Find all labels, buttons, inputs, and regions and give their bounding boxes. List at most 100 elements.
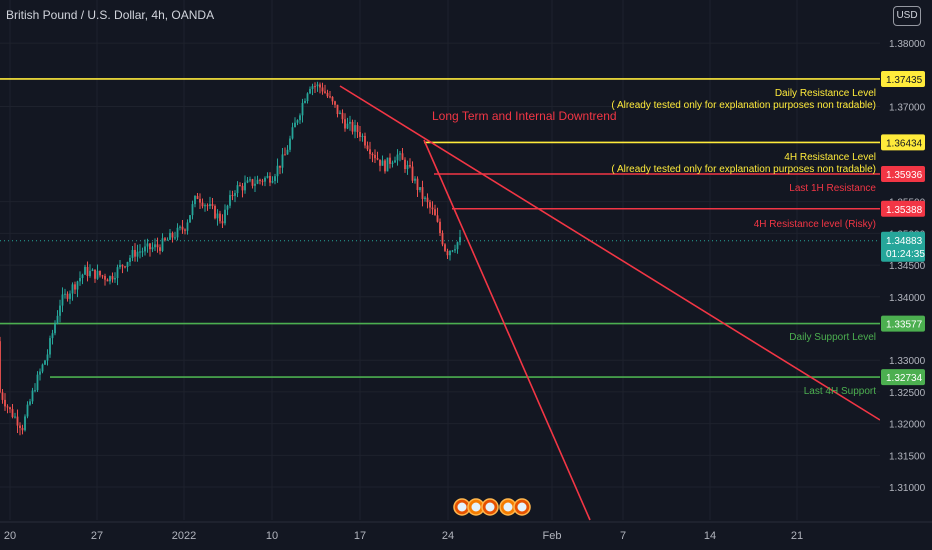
candle-series [0, 81, 461, 436]
candle-body [91, 269, 94, 271]
candle-body [384, 160, 386, 172]
candle-body [371, 154, 374, 156]
candle-body [0, 341, 1, 393]
candle-body [89, 270, 91, 277]
candle-body [381, 160, 384, 166]
candle-body [86, 266, 89, 277]
candle-body [246, 180, 249, 183]
candle-body [286, 149, 289, 155]
price-badge [881, 134, 925, 151]
candle-body [54, 323, 56, 334]
candle-body [241, 185, 244, 191]
price-badge-label: 1.37435 [886, 75, 923, 86]
candle-body [451, 250, 454, 252]
x-tick-label: 27 [91, 530, 103, 542]
candle-body [94, 269, 96, 279]
candle-body [191, 204, 194, 216]
candle-body [66, 293, 69, 299]
y-tick-label: 1.32500 [889, 388, 926, 399]
candle-body [369, 149, 371, 155]
candle-body [171, 232, 174, 238]
candle-body [131, 249, 134, 258]
candle-body [31, 390, 34, 402]
candle-body [236, 185, 239, 194]
candle-body [336, 104, 339, 115]
candle-body [439, 221, 441, 234]
candle-body [394, 160, 396, 163]
candle-body [144, 246, 146, 252]
candle-body [399, 153, 401, 155]
candle-body [146, 243, 149, 247]
candle-body [209, 204, 211, 207]
flag-icon [503, 502, 513, 512]
candle-body [416, 178, 419, 191]
candle-body [269, 175, 271, 183]
y-tick-label: 1.38000 [889, 39, 926, 50]
candle-body [304, 100, 306, 103]
candle-body [76, 281, 79, 290]
price-badge [881, 369, 925, 386]
x-tick-label: Feb [543, 530, 562, 542]
candle-body [156, 244, 159, 248]
candle-body [19, 425, 21, 428]
candle-body [441, 233, 444, 245]
candle-body [296, 120, 299, 123]
candle-body [26, 404, 29, 417]
candle-body [121, 264, 124, 267]
candle-body [311, 86, 314, 89]
time-axis: 20 27 2022 10 17 24 Feb 7 14 21 [0, 521, 932, 550]
candle-body [36, 374, 39, 391]
flag-icon [485, 502, 495, 512]
price-badge [881, 200, 925, 217]
candle-body [179, 226, 181, 228]
last-price-value: 1.34883 [886, 236, 923, 247]
candle-body [69, 293, 71, 299]
candle-body [16, 416, 19, 426]
candle-body [324, 91, 326, 93]
candle-body [11, 409, 14, 418]
candle-body [74, 284, 76, 290]
candle-body [1, 392, 4, 400]
currency-button[interactable]: USD [893, 6, 921, 26]
candle-body [374, 154, 376, 159]
candle-body [226, 205, 229, 210]
candle-body [231, 195, 234, 197]
y-tick-label: 1.34000 [889, 293, 926, 304]
candle-body [354, 125, 356, 132]
candle-body [164, 238, 166, 240]
candle-body [39, 371, 41, 375]
candle-body [329, 96, 331, 98]
candle-body [411, 166, 414, 181]
candle-body [271, 180, 274, 183]
candle-body [41, 364, 44, 372]
candle-body [309, 88, 311, 94]
candle-body [119, 264, 121, 268]
candle-body [314, 86, 316, 88]
candle-body [251, 179, 254, 186]
candle-body [419, 187, 421, 191]
flag-icon [517, 502, 527, 512]
candle-body [149, 243, 151, 250]
flag-icon [457, 502, 467, 512]
price-badge-label: 1.32734 [886, 373, 923, 384]
level-label: Last 4H Support [804, 386, 876, 397]
candle-body [219, 213, 221, 222]
candle-body [366, 145, 369, 150]
candle-body [99, 270, 101, 276]
candle-body [389, 157, 391, 164]
candle-body [169, 232, 171, 240]
level-sublabel: ( Already tested only for explanation pu… [611, 100, 876, 111]
event-markers [453, 498, 531, 516]
candle-body [379, 159, 381, 166]
candle-body [24, 416, 26, 431]
candle-body [291, 127, 294, 139]
candle-body [294, 122, 296, 128]
candle-body [331, 96, 334, 102]
candle-body [114, 278, 116, 280]
candle-body [71, 284, 74, 294]
candle-body [406, 165, 409, 170]
chart-title: British Pound / U.S. Dollar, 4h, OANDA [6, 8, 215, 22]
trendlines [339, 85, 881, 521]
candle-body [264, 177, 266, 182]
